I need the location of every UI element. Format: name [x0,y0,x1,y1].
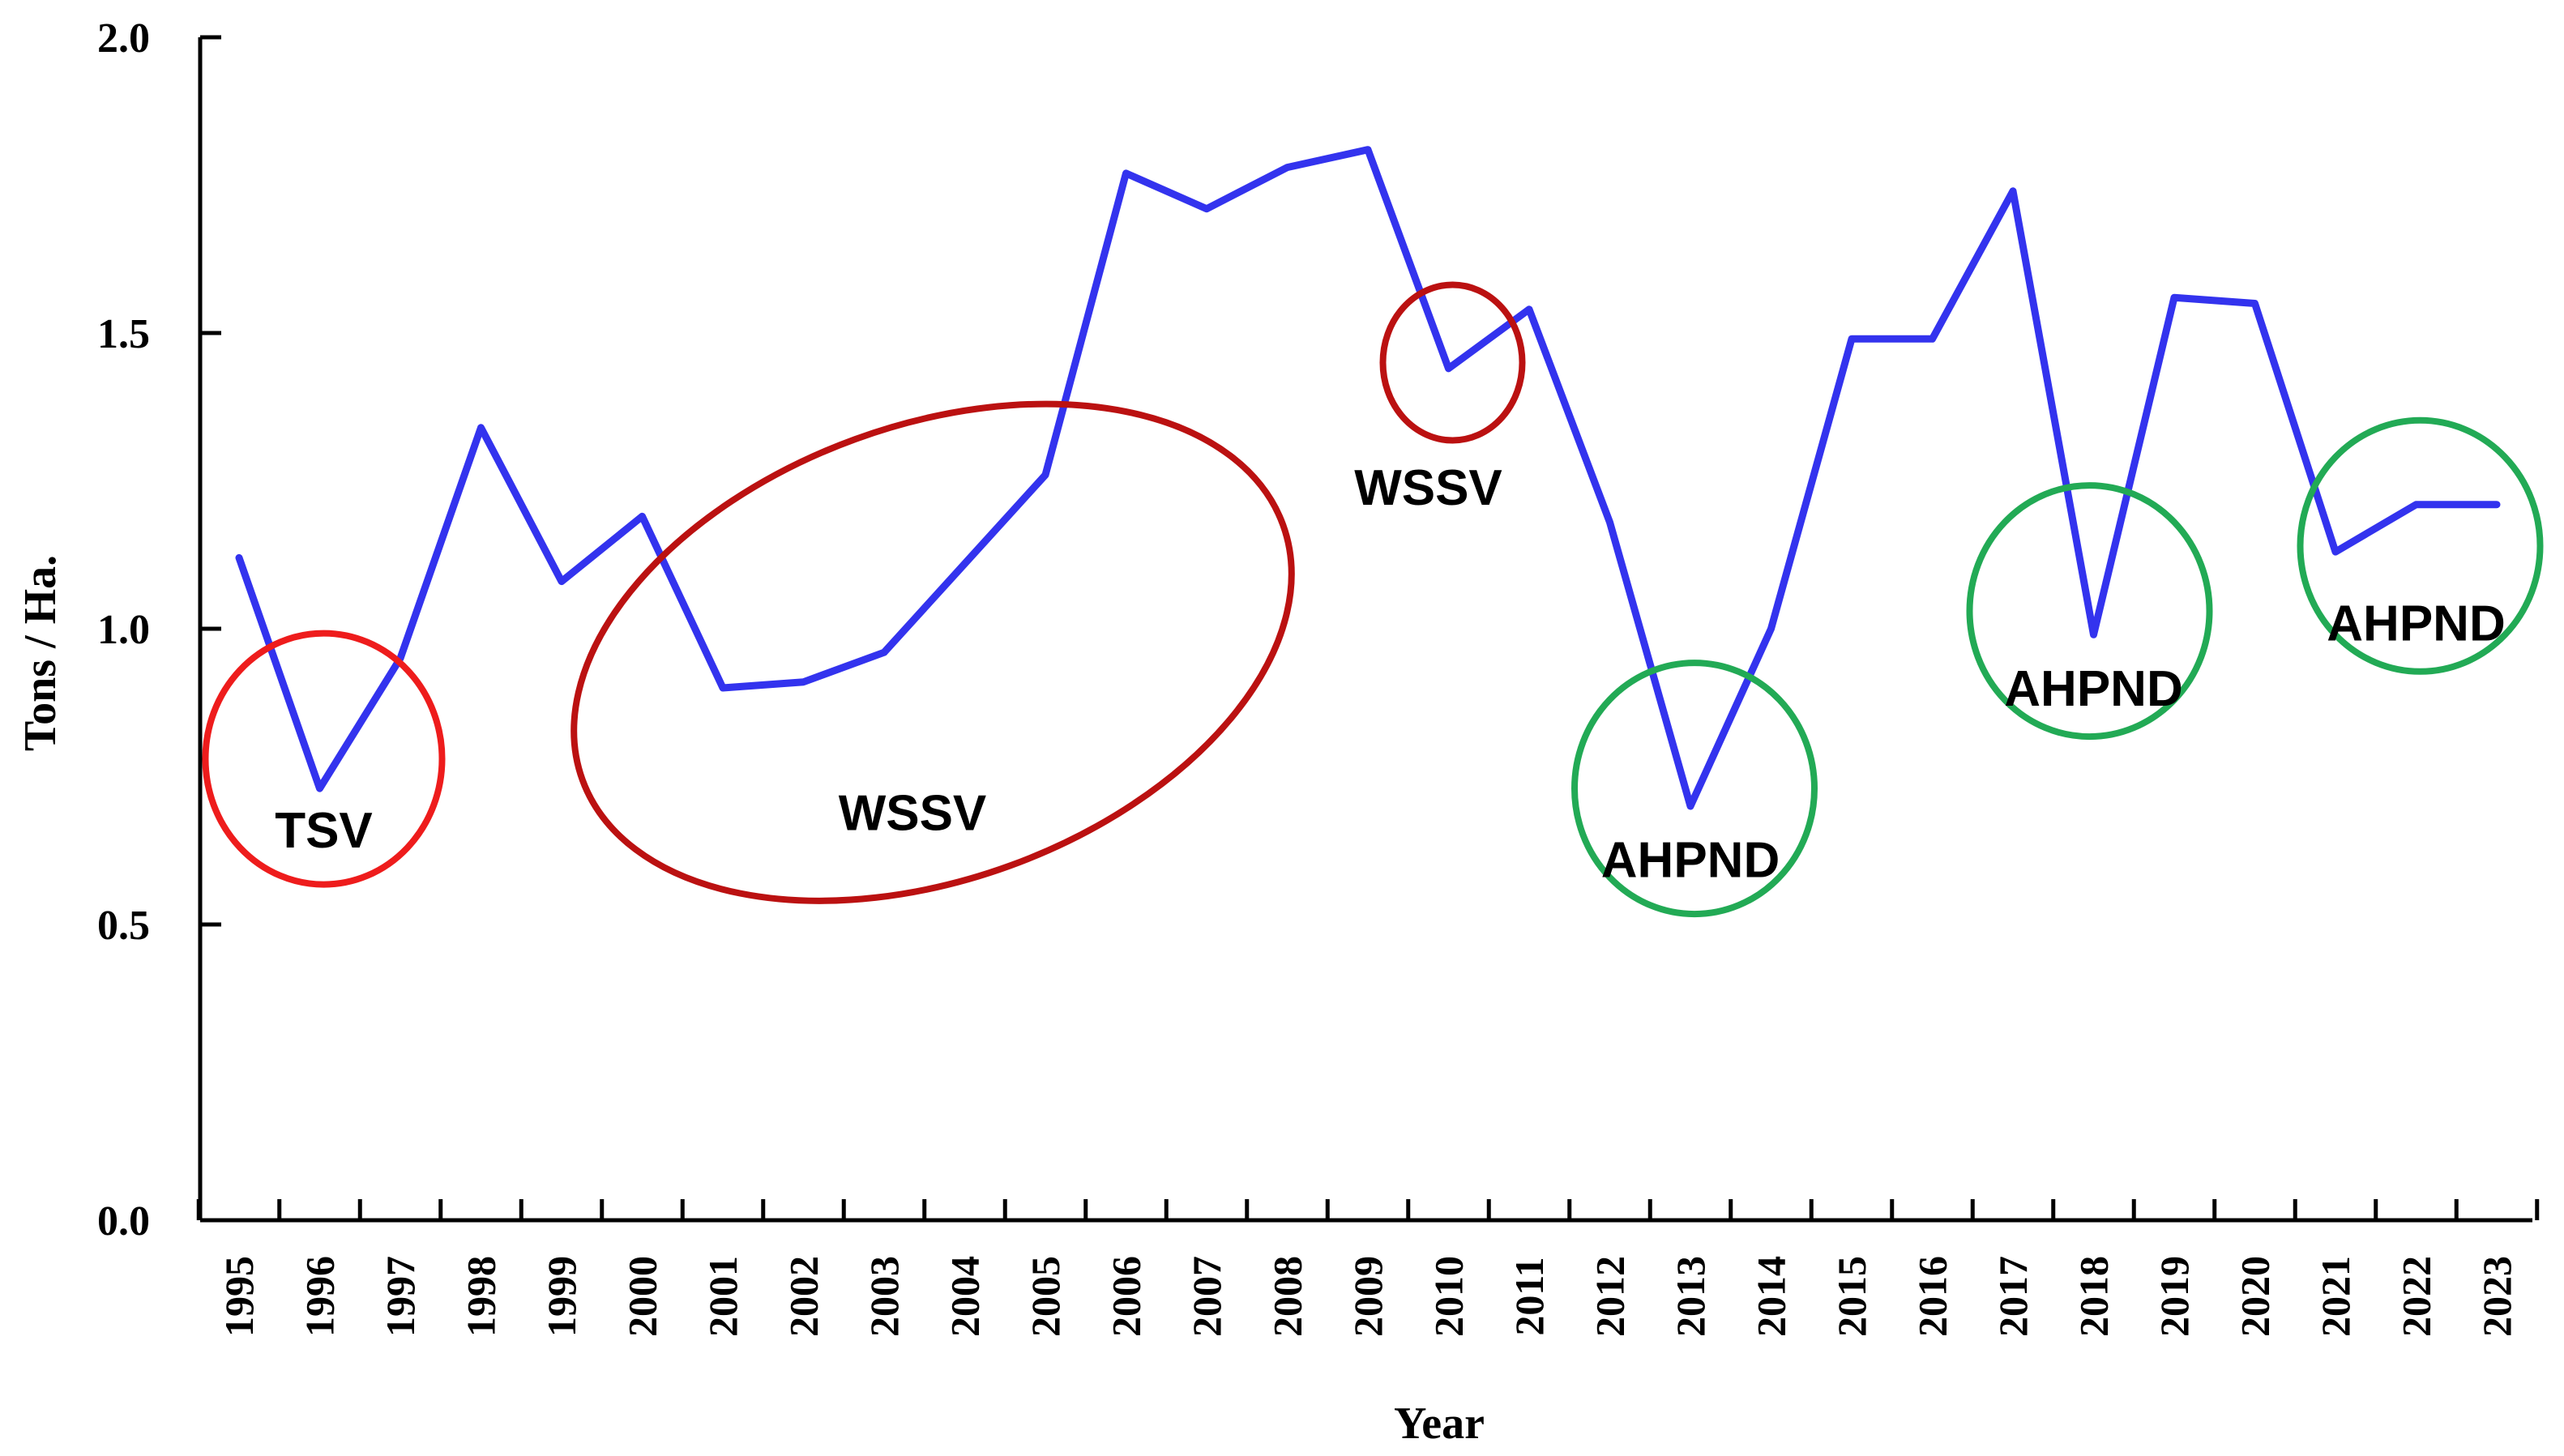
y-tick-label: 2.0 [97,15,150,62]
annotation-label: WSSV [1354,460,1502,516]
x-tick-label: 1995 [216,1256,262,1337]
x-tick-label: 2001 [700,1256,746,1337]
x-tick-label: 2019 [2152,1256,2197,1337]
x-tick-label: 2012 [1588,1256,1633,1337]
annotation-ellipse [1571,660,1818,918]
x-tick-label: 2006 [1104,1256,1149,1337]
x-tick-label: 2002 [781,1256,827,1337]
annotation-ellipse [1379,281,1526,444]
x-tick-label: 2000 [620,1256,665,1337]
x-tick-label: 2005 [1023,1256,1068,1337]
y-tick-label: 0.5 [97,903,150,949]
x-tick-label: 1999 [539,1256,584,1337]
axes [198,37,2532,1223]
x-tick-label: 2003 [861,1256,907,1337]
annotations: TSV WSSV WSSV AHPND AHPND AHPND [202,281,2544,918]
x-tick-label: 2017 [1990,1256,2036,1337]
annotation-label: AHPND [2004,661,2182,717]
x-axis-title: Year [1394,1398,1485,1449]
x-tick-label: 2004 [942,1256,988,1337]
x-tick-label: 2018 [2071,1256,2117,1337]
y-axis-title: Tons / Ha. [15,555,66,751]
x-tick-label: 1998 [459,1256,504,1337]
x-tick-label: 1996 [297,1256,343,1337]
x-tick-label: 2020 [2233,1256,2278,1337]
y-ticks: 0.0 0.5 1.0 1.5 2.0 [97,15,221,1245]
annotation-ellipse [570,400,1295,904]
y-tick-label: 0.0 [97,1198,150,1245]
x-tick-label: 2015 [1829,1256,1874,1337]
annotation-label: AHPND [1601,833,1780,889]
x-tick-label: 2009 [1345,1256,1391,1337]
x-tick-label: 2021 [2313,1256,2358,1337]
x-tick-label: 2023 [2474,1256,2519,1337]
annotation-label: WSSV [839,785,987,841]
x-tick-label: 2013 [1668,1256,1713,1337]
series-line [235,146,2501,810]
x-tick-label: 2016 [1910,1256,1955,1337]
y-tick-label: 1.5 [97,311,150,357]
x-ticks: 1995 1996 1997 1998 1999 2000 2001 2002 2003 2004… [196,1199,2540,1337]
annotation-ellipse [2297,416,2544,675]
annotation-ellipse [1966,482,2213,741]
x-tick-label: 2014 [1749,1256,1794,1337]
x-tick-label: 2022 [2394,1256,2439,1337]
x-tick-label: 2007 [1184,1256,1229,1337]
x-tick-label: 2008 [1265,1256,1310,1337]
y-tick-label: 1.0 [97,607,150,653]
annotation-ellipse [202,630,446,888]
annotation-label: AHPND [2327,596,2505,652]
x-tick-label: 2011 [1506,1257,1552,1335]
x-tick-label: 1997 [378,1256,423,1337]
annotation-label: TSV [275,803,373,859]
x-tick-label: 2010 [1426,1256,1472,1337]
